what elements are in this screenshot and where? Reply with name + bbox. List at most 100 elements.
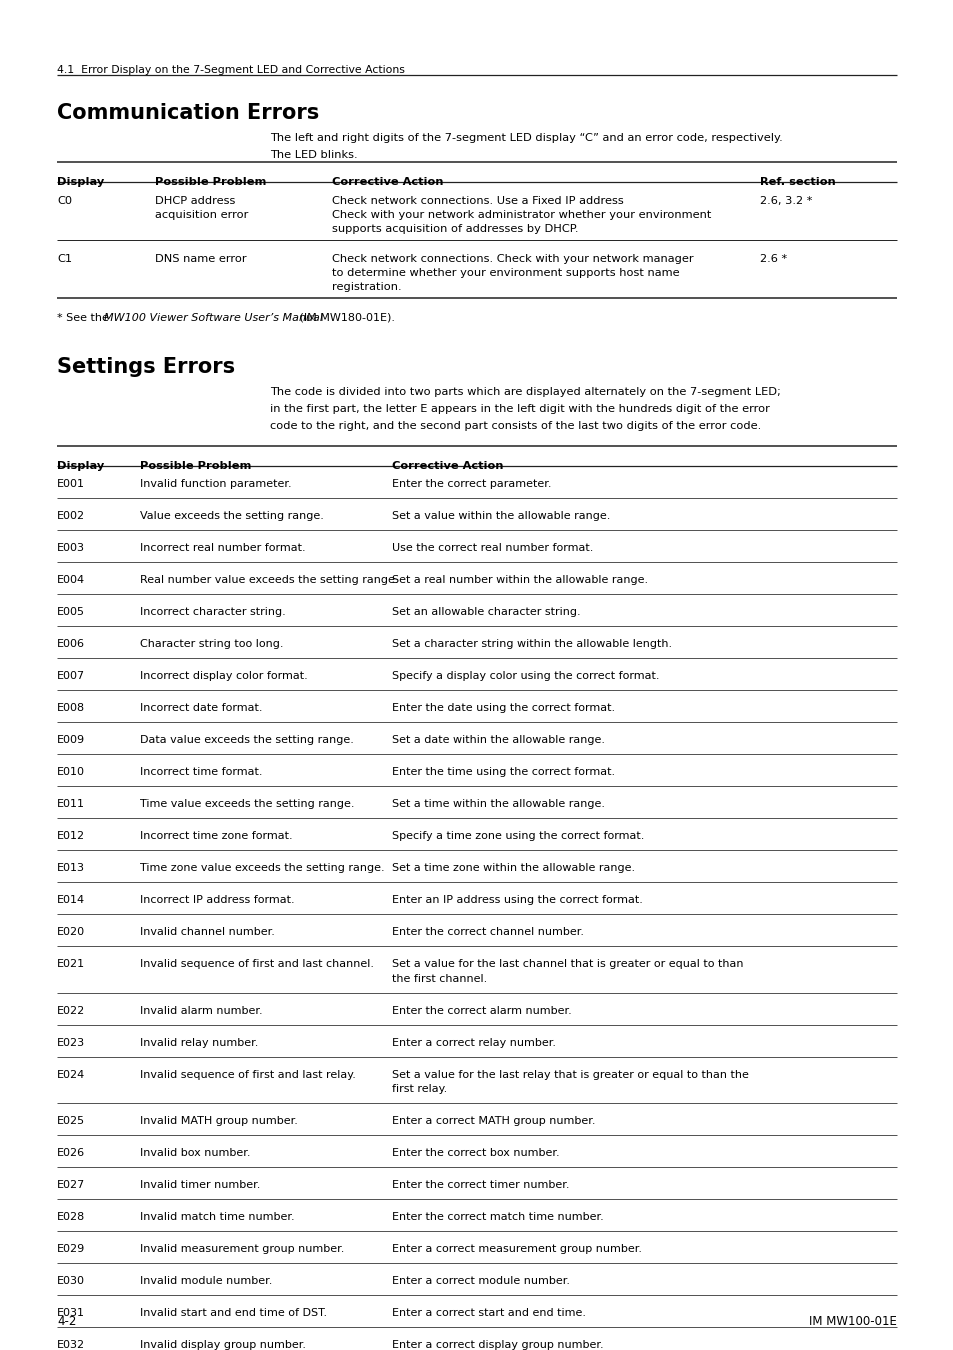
Text: E025: E025 [57, 1116, 85, 1126]
Text: Set a time within the allowable range.: Set a time within the allowable range. [392, 799, 604, 809]
Text: E010: E010 [57, 767, 85, 778]
Text: Invalid timer number.: Invalid timer number. [140, 1180, 260, 1189]
Text: The left and right digits of the 7-segment LED display “C” and an error code, re: The left and right digits of the 7-segme… [270, 134, 781, 143]
Text: Invalid module number.: Invalid module number. [140, 1276, 273, 1287]
Text: E012: E012 [57, 832, 85, 841]
Text: Enter a correct module number.: Enter a correct module number. [392, 1276, 569, 1287]
Text: Invalid start and end time of DST.: Invalid start and end time of DST. [140, 1308, 327, 1318]
Text: E027: E027 [57, 1180, 85, 1189]
Text: supports acquisition of addresses by DHCP.: supports acquisition of addresses by DHC… [332, 224, 578, 234]
Text: in the first part, the letter E appears in the left digit with the hundreds digi: in the first part, the letter E appears … [270, 404, 769, 414]
Text: DHCP address: DHCP address [154, 196, 235, 207]
Text: Invalid box number.: Invalid box number. [140, 1148, 251, 1158]
Text: E001: E001 [57, 479, 85, 489]
Text: the first channel.: the first channel. [392, 973, 487, 984]
Text: (IM MW180-01E).: (IM MW180-01E). [295, 313, 395, 323]
Text: E013: E013 [57, 863, 85, 873]
Text: E022: E022 [57, 1006, 85, 1015]
Text: E002: E002 [57, 512, 85, 521]
Text: Set a value for the last relay that is greater or equal to than the: Set a value for the last relay that is g… [392, 1069, 748, 1080]
Text: Real number value exceeds the setting range.: Real number value exceeds the setting ra… [140, 575, 398, 585]
Text: Invalid match time number.: Invalid match time number. [140, 1212, 294, 1222]
Text: Enter a correct start and end time.: Enter a correct start and end time. [392, 1308, 585, 1318]
Text: Time zone value exceeds the setting range.: Time zone value exceeds the setting rang… [140, 863, 384, 873]
Text: Incorrect display color format.: Incorrect display color format. [140, 671, 308, 680]
Text: E005: E005 [57, 608, 85, 617]
Text: Specify a time zone using the correct format.: Specify a time zone using the correct fo… [392, 832, 643, 841]
Text: E020: E020 [57, 927, 85, 937]
Text: Check network connections. Check with your network manager: Check network connections. Check with yo… [332, 254, 693, 265]
Text: E006: E006 [57, 639, 85, 649]
Text: Enter the correct alarm number.: Enter the correct alarm number. [392, 1006, 571, 1015]
Text: E031: E031 [57, 1308, 85, 1318]
Text: Set a character string within the allowable length.: Set a character string within the allowa… [392, 639, 672, 649]
Text: Corrective Action: Corrective Action [332, 177, 443, 188]
Text: Character string too long.: Character string too long. [140, 639, 283, 649]
Text: Invalid sequence of first and last relay.: Invalid sequence of first and last relay… [140, 1069, 355, 1080]
Text: Incorrect date format.: Incorrect date format. [140, 703, 262, 713]
Text: Incorrect time zone format.: Incorrect time zone format. [140, 832, 293, 841]
Text: The LED blinks.: The LED blinks. [270, 150, 357, 161]
Text: Check with your network administrator whether your environment: Check with your network administrator wh… [332, 211, 711, 220]
Text: E030: E030 [57, 1276, 85, 1287]
Text: 2.6 *: 2.6 * [760, 254, 786, 265]
Text: Display: Display [57, 177, 104, 188]
Text: E003: E003 [57, 543, 85, 554]
Text: E023: E023 [57, 1038, 85, 1048]
Text: first relay.: first relay. [392, 1084, 447, 1094]
Text: Invalid MATH group number.: Invalid MATH group number. [140, 1116, 297, 1126]
Text: Enter a correct MATH group number.: Enter a correct MATH group number. [392, 1116, 595, 1126]
Text: Invalid function parameter.: Invalid function parameter. [140, 479, 292, 489]
Text: E029: E029 [57, 1243, 85, 1254]
Text: acquisition error: acquisition error [154, 211, 248, 220]
Text: Time value exceeds the setting range.: Time value exceeds the setting range. [140, 799, 355, 809]
Text: 4-2: 4-2 [57, 1315, 76, 1328]
Text: Enter a correct display group number.: Enter a correct display group number. [392, 1341, 603, 1350]
Text: C0: C0 [57, 196, 72, 207]
Text: Possible Problem: Possible Problem [154, 177, 266, 188]
Text: E009: E009 [57, 734, 85, 745]
Text: E011: E011 [57, 799, 85, 809]
Text: registration.: registration. [332, 282, 401, 292]
Text: Possible Problem: Possible Problem [140, 460, 251, 471]
Text: 2.6, 3.2 *: 2.6, 3.2 * [760, 196, 812, 207]
Text: Set a value within the allowable range.: Set a value within the allowable range. [392, 512, 610, 521]
Text: Enter the correct parameter.: Enter the correct parameter. [392, 479, 551, 489]
Text: MW100 Viewer Software User’s Manual: MW100 Viewer Software User’s Manual [104, 313, 323, 323]
Text: Value exceeds the setting range.: Value exceeds the setting range. [140, 512, 323, 521]
Text: Settings Errors: Settings Errors [57, 356, 234, 377]
Text: The code is divided into two parts which are displayed alternately on the 7-segm: The code is divided into two parts which… [270, 387, 781, 397]
Text: Invalid channel number.: Invalid channel number. [140, 927, 274, 937]
Text: E028: E028 [57, 1212, 85, 1222]
Text: C1: C1 [57, 254, 72, 265]
Text: Invalid relay number.: Invalid relay number. [140, 1038, 258, 1048]
Text: Incorrect IP address format.: Incorrect IP address format. [140, 895, 294, 905]
Text: Enter a correct measurement group number.: Enter a correct measurement group number… [392, 1243, 641, 1254]
Text: DNS name error: DNS name error [154, 254, 247, 265]
Text: Invalid measurement group number.: Invalid measurement group number. [140, 1243, 344, 1254]
Text: Ref. section: Ref. section [760, 177, 835, 188]
Text: Use the correct real number format.: Use the correct real number format. [392, 543, 593, 554]
Text: E008: E008 [57, 703, 85, 713]
Text: Enter the time using the correct format.: Enter the time using the correct format. [392, 767, 615, 778]
Text: Enter an IP address using the correct format.: Enter an IP address using the correct fo… [392, 895, 642, 905]
Text: Enter the correct timer number.: Enter the correct timer number. [392, 1180, 569, 1189]
Text: E032: E032 [57, 1341, 85, 1350]
Text: E026: E026 [57, 1148, 85, 1158]
Text: Set a date within the allowable range.: Set a date within the allowable range. [392, 734, 604, 745]
Text: Incorrect character string.: Incorrect character string. [140, 608, 286, 617]
Text: Data value exceeds the setting range.: Data value exceeds the setting range. [140, 734, 354, 745]
Text: 4.1  Error Display on the 7-Segment LED and Corrective Actions: 4.1 Error Display on the 7-Segment LED a… [57, 65, 404, 76]
Text: E007: E007 [57, 671, 85, 680]
Text: Specify a display color using the correct format.: Specify a display color using the correc… [392, 671, 659, 680]
Text: Incorrect time format.: Incorrect time format. [140, 767, 262, 778]
Text: Set a time zone within the allowable range.: Set a time zone within the allowable ran… [392, 863, 635, 873]
Text: Set a value for the last channel that is greater or equal to than: Set a value for the last channel that is… [392, 958, 742, 969]
Text: * See the: * See the [57, 313, 112, 323]
Text: Set a real number within the allowable range.: Set a real number within the allowable r… [392, 575, 647, 585]
Text: E021: E021 [57, 958, 85, 969]
Text: Enter the correct channel number.: Enter the correct channel number. [392, 927, 583, 937]
Text: IM MW100-01E: IM MW100-01E [808, 1315, 896, 1328]
Text: Invalid alarm number.: Invalid alarm number. [140, 1006, 262, 1015]
Text: Set an allowable character string.: Set an allowable character string. [392, 608, 580, 617]
